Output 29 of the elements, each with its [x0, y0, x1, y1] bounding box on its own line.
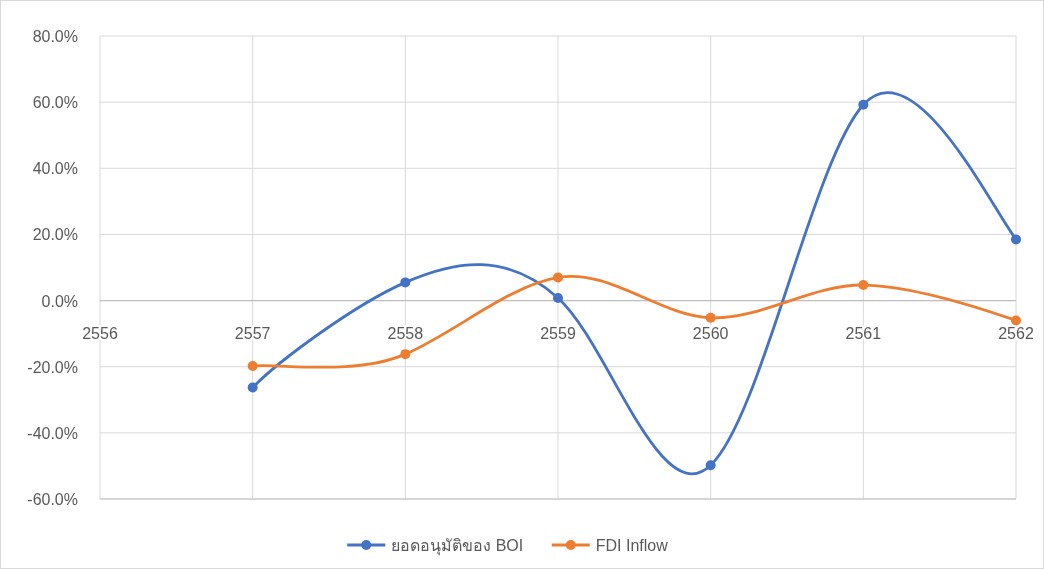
point: [1011, 234, 1021, 245]
y-tick-label: -40.0%: [27, 424, 78, 442]
point: [553, 292, 563, 303]
point: [858, 99, 869, 110]
y-tick-label: 80.0%: [32, 28, 78, 45]
x-tick-label: 2558: [387, 324, 424, 342]
legend-label: ยอดอนุมัติของ BOI: [391, 537, 524, 556]
point: [400, 277, 411, 288]
point: [705, 312, 716, 323]
y-tick-label: -20.0%: [27, 358, 78, 376]
point: [705, 460, 716, 471]
point: [400, 349, 411, 360]
point: [247, 382, 258, 393]
point: [553, 272, 563, 283]
legend-label: FDI Inflow: [595, 537, 669, 554]
y-tick-label: -60.0%: [27, 491, 78, 508]
x-tick-label: 2562: [998, 324, 1034, 342]
y-tick-label: 0.0%: [41, 292, 78, 310]
y-tick-label: 60.0%: [32, 94, 78, 112]
x-tick-label: 2561: [845, 324, 882, 342]
point: [1011, 315, 1021, 326]
x-tick-label: 2560: [692, 324, 729, 342]
y-tick-label: 20.0%: [32, 226, 78, 244]
point: [858, 280, 869, 291]
y-tick-label: 40.0%: [32, 160, 78, 178]
x-tick-label: 2556: [82, 324, 118, 342]
x-tick-label: 2557: [234, 324, 271, 342]
point: [247, 361, 258, 372]
x-tick-label: 2559: [540, 324, 576, 342]
